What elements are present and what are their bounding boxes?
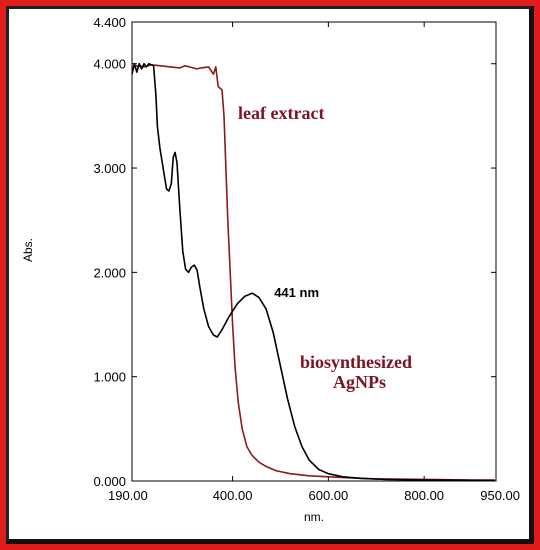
y-tick-label-0: 0.000: [93, 474, 126, 489]
dark-inner-border: [6, 6, 534, 544]
y-tick-label-3: 3.000: [93, 161, 126, 176]
y-tick-label-4: 4.000: [93, 57, 126, 72]
x-tick-label-4: 950.00: [480, 488, 520, 503]
x-axis-ticks: 190.00 400.00 600.00 800.00 950.00: [108, 22, 520, 503]
x-tick-label-1: 400.00: [213, 488, 253, 503]
series-label-agnps-line1: biosynthesized: [300, 352, 412, 372]
series-line-1: [131, 62, 496, 482]
y-tick-label-1: 1.000: [93, 370, 126, 385]
y-axis-label: Abs.: [21, 238, 35, 262]
y-tick-label-5: 4.400: [93, 15, 126, 30]
annotation-0: 441 nm: [274, 285, 319, 300]
x-tick-label-0: 190.00: [108, 488, 148, 503]
series-lines: [131, 62, 496, 482]
x-axis-label: nm.: [304, 510, 324, 524]
y-axis-ticks: 0.000 1.000 2.000 3.000 4.000 4.400: [93, 15, 496, 489]
y-tick-label-2: 2.000: [93, 265, 126, 280]
series-line-0: [131, 64, 495, 481]
annotations: 441 nm: [274, 285, 319, 300]
plot-area: [131, 21, 497, 482]
series-label-agnps-line2: AgNPs: [333, 372, 386, 392]
x-tick-label-3: 800.00: [404, 488, 444, 503]
series-label-leaf-extract: leaf extract: [238, 103, 324, 123]
x-tick-label-2: 600.00: [308, 488, 348, 503]
